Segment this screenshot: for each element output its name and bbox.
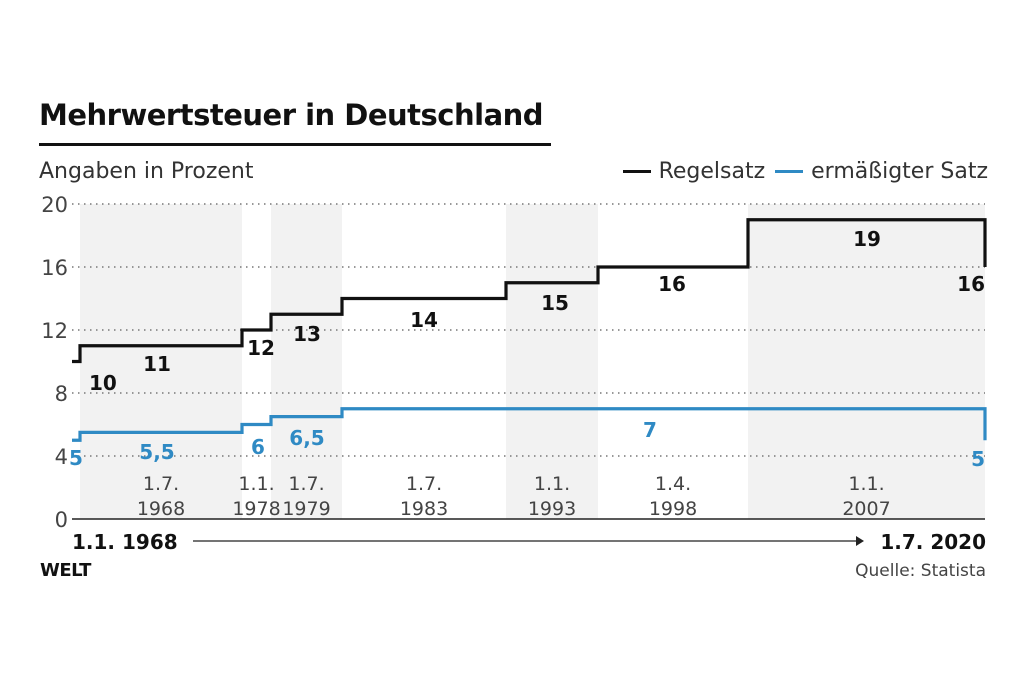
source-note: Quelle: Statista [855, 561, 986, 581]
data-label: 11 [143, 352, 171, 376]
data-label: 5,5 [139, 440, 174, 464]
data-label: 10 [89, 371, 117, 395]
period-date-label: 1983 [400, 498, 448, 520]
period-date-label: 1.1. [534, 473, 570, 495]
data-label: 19 [853, 227, 881, 251]
y-tick-label: 16 [41, 256, 68, 280]
period-date-label: 1998 [649, 498, 697, 520]
data-label: 5 [971, 447, 985, 471]
legend-item-regelsatz: Regelsatz [622, 159, 766, 184]
timeline-start-label: 1.1. 1968 [72, 530, 178, 554]
data-label: 7 [643, 418, 657, 442]
y-tick-label: 0 [55, 508, 68, 532]
y-tick-label: 12 [41, 319, 68, 343]
legend: Regelsatz ermäßigter Satz [622, 159, 988, 184]
chart-subtitle: Angaben in Prozent [39, 159, 254, 184]
period-band [80, 204, 242, 519]
data-label: 14 [410, 308, 438, 332]
chart-title: Mehrwertsteuer in Deutschland [39, 98, 544, 132]
period-band [506, 204, 598, 519]
title-rule [39, 143, 551, 146]
data-label: 6,5 [289, 426, 324, 450]
period-date-label: 1979 [282, 498, 330, 520]
data-label: 5 [69, 446, 83, 470]
period-date-label: 1.1. [848, 473, 884, 495]
y-tick-label: 4 [55, 445, 68, 469]
period-date-label: 1968 [137, 498, 185, 520]
period-date-label: 1.7. [406, 473, 442, 495]
legend-item-ermaessigt: ermäßigter Satz [775, 159, 988, 184]
y-tick-label: 20 [41, 193, 68, 217]
legend-label: ermäßigter Satz [811, 159, 988, 184]
timeline-end-label: 1.7. 2020 [880, 530, 986, 554]
data-label: 16 [957, 272, 985, 296]
period-date-label: 1.7. [288, 473, 324, 495]
period-date-label: 1978 [232, 498, 280, 520]
welt-logo: WELT [40, 560, 91, 581]
period-date-label: 1.7. [143, 473, 179, 495]
period-date-label: 1993 [528, 498, 576, 520]
data-label: 12 [247, 336, 275, 360]
timeline-arrowhead [856, 536, 864, 546]
series-line-ermaessigt [72, 407, 987, 442]
legend-swatch-ermaessigt [775, 170, 804, 173]
series-line-regelsatz [72, 218, 987, 364]
period-date-label: 1.4. [655, 473, 691, 495]
legend-label: Regelsatz [658, 159, 766, 184]
period-date-label: 2007 [842, 498, 890, 520]
data-label: 15 [541, 291, 569, 315]
period-date-label: 1.1. [238, 473, 274, 495]
data-label: 6 [251, 435, 265, 459]
y-tick-label: 8 [55, 382, 68, 406]
period-band [271, 204, 342, 519]
period-band [748, 204, 985, 519]
data-label: 16 [658, 272, 686, 296]
legend-swatch-regelsatz [622, 170, 651, 173]
data-label: 13 [293, 322, 321, 346]
